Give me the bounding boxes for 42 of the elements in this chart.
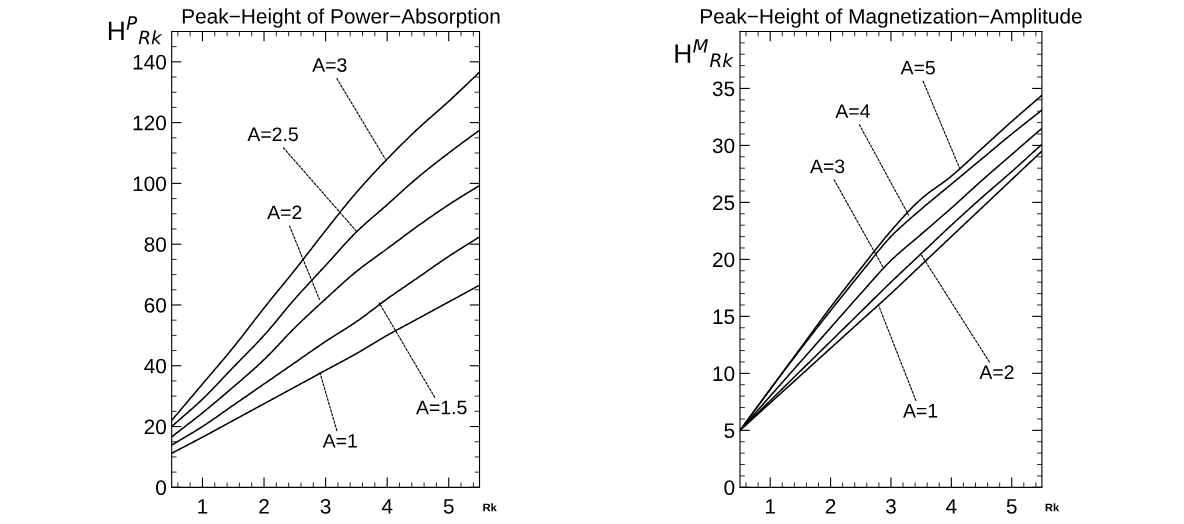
- x-tick-label: 5: [1006, 499, 1017, 514]
- y-tick-label: 5: [724, 423, 735, 439]
- y-tick-label: 60: [144, 297, 167, 313]
- x-tick-label: 3: [885, 498, 896, 514]
- annotation: A=1: [322, 434, 357, 448]
- annotation: A=2.5: [247, 127, 298, 142]
- x-tick-label: 2: [259, 498, 269, 514]
- y-tick-label: 0: [156, 480, 167, 496]
- chart-title: Peak−Height of Magnetization−Amplitude: [701, 8, 1082, 28]
- annotation: A=2: [979, 365, 1014, 379]
- x-axis-title: Rk: [483, 503, 497, 512]
- y-tick-label: 40: [144, 358, 167, 374]
- y-axis-title: H$^{P}$$_{Rk}$: [108, 16, 163, 45]
- x-tick-label: 1: [198, 499, 208, 514]
- y-tick-label: 10: [713, 366, 735, 382]
- y-tick-label: 25: [713, 195, 735, 211]
- x-axis-title: Rk: [1045, 503, 1060, 512]
- x-tick-label: 3: [320, 498, 331, 514]
- x-tick-label: 4: [946, 499, 957, 514]
- y-tick-label: 80: [144, 237, 167, 252]
- y-tick-label: 35: [712, 81, 735, 97]
- annotation: A=3: [810, 159, 845, 174]
- y-tick-label: 0: [724, 480, 735, 496]
- x-tick-label: 2: [825, 498, 836, 514]
- y-tick-label: 15: [713, 309, 735, 325]
- annotation: A=5: [900, 60, 935, 75]
- chart-title: Peak−Height of Power−Absorption: [182, 8, 500, 28]
- y-tick-label: 20: [144, 419, 167, 435]
- y-tick-label: 30: [712, 138, 735, 154]
- y-axis-title: H$^{M}$$_{Rk}$: [675, 39, 734, 68]
- y-tick-label: 20: [713, 252, 735, 268]
- y-tick-label: 120: [133, 115, 167, 131]
- y-tick-label: 100: [133, 176, 167, 192]
- x-tick-label: 5: [443, 499, 454, 514]
- annotation: A=4: [835, 104, 870, 118]
- annotation: A=1: [903, 404, 938, 418]
- y-tick-label: 140: [133, 54, 167, 70]
- annotation: A=1.5: [416, 400, 467, 415]
- x-tick-label: 4: [381, 499, 393, 514]
- annotation: A=2: [267, 205, 302, 220]
- annotation: A=3: [312, 58, 347, 72]
- x-tick-label: 1: [765, 499, 775, 514]
